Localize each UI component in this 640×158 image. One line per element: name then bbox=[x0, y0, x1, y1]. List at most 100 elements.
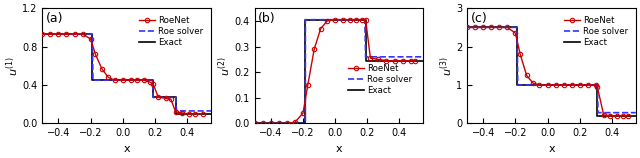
RoeNet bbox=[472, 26, 479, 28]
RoeNet bbox=[543, 84, 551, 86]
Roe solver bbox=[514, 84, 522, 86]
RoeNet bbox=[310, 48, 318, 50]
RoeNet bbox=[92, 53, 99, 55]
RoeNet bbox=[111, 79, 118, 81]
Exact bbox=[301, 19, 308, 21]
RoeNet bbox=[412, 60, 419, 62]
RoeNet bbox=[119, 79, 127, 81]
RoeNet bbox=[332, 19, 339, 21]
RoeNet bbox=[374, 58, 382, 60]
RoeNet bbox=[624, 115, 632, 117]
Roe solver bbox=[362, 56, 369, 58]
Roe solver bbox=[463, 26, 471, 28]
X-axis label: x: x bbox=[124, 144, 130, 154]
Exact bbox=[593, 115, 601, 117]
RoeNet bbox=[612, 115, 620, 117]
Line: Exact: Exact bbox=[42, 34, 211, 114]
RoeNet bbox=[127, 79, 134, 81]
X-axis label: x: x bbox=[336, 144, 342, 154]
RoeNet bbox=[179, 112, 186, 114]
Legend: RoeNet, Roe solver, Exact: RoeNet, Roe solver, Exact bbox=[561, 12, 632, 51]
Roe solver bbox=[251, 122, 259, 124]
RoeNet bbox=[38, 33, 46, 35]
RoeNet bbox=[619, 115, 627, 117]
Exact bbox=[251, 122, 259, 124]
RoeNet bbox=[47, 33, 54, 35]
Roe solver bbox=[593, 84, 601, 86]
RoeNet bbox=[63, 33, 70, 35]
Line: RoeNet: RoeNet bbox=[253, 18, 418, 126]
RoeNet bbox=[479, 26, 487, 28]
RoeNet bbox=[283, 122, 291, 124]
Exact bbox=[88, 79, 96, 81]
Roe solver bbox=[172, 97, 180, 98]
Y-axis label: $u^{(1)}$: $u^{(1)}$ bbox=[4, 56, 20, 76]
Exact bbox=[593, 84, 601, 86]
Roe solver bbox=[301, 19, 309, 21]
Exact bbox=[172, 97, 180, 98]
Roe solver bbox=[513, 26, 521, 28]
RoeNet bbox=[267, 122, 275, 124]
Roe solver bbox=[149, 97, 157, 98]
Line: Exact: Exact bbox=[255, 20, 424, 123]
RoeNet bbox=[367, 57, 374, 59]
RoeNet bbox=[352, 19, 360, 21]
Y-axis label: $u^{(3)}$: $u^{(3)}$ bbox=[438, 56, 454, 76]
RoeNet bbox=[390, 60, 398, 62]
Exact bbox=[513, 84, 521, 86]
Exact bbox=[463, 26, 471, 28]
Exact bbox=[207, 113, 215, 115]
RoeNet bbox=[104, 76, 112, 78]
Roe solver bbox=[88, 33, 96, 35]
Legend: RoeNet, Roe solver, Exact: RoeNet, Roe solver, Exact bbox=[136, 12, 207, 51]
RoeNet bbox=[600, 114, 607, 116]
RoeNet bbox=[463, 26, 471, 28]
Roe solver bbox=[207, 110, 215, 112]
Roe solver bbox=[38, 33, 46, 35]
RoeNet bbox=[98, 68, 106, 70]
RoeNet bbox=[529, 82, 537, 84]
Line: Roe solver: Roe solver bbox=[467, 27, 636, 113]
RoeNet bbox=[185, 113, 193, 115]
RoeNet bbox=[140, 79, 147, 81]
RoeNet bbox=[584, 84, 591, 86]
RoeNet bbox=[606, 115, 614, 117]
Roe solver bbox=[89, 79, 97, 81]
RoeNet bbox=[259, 122, 267, 124]
Exact bbox=[301, 122, 308, 124]
RoeNet bbox=[54, 33, 62, 35]
RoeNet bbox=[523, 74, 531, 76]
Line: Roe solver: Roe solver bbox=[255, 20, 424, 123]
RoeNet bbox=[516, 53, 524, 55]
RoeNet bbox=[70, 33, 78, 35]
RoeNet bbox=[552, 84, 559, 86]
Exact bbox=[38, 33, 46, 35]
RoeNet bbox=[172, 111, 180, 113]
RoeNet bbox=[504, 26, 511, 28]
RoeNet bbox=[488, 26, 495, 28]
RoeNet bbox=[299, 112, 307, 114]
Text: (b): (b) bbox=[258, 12, 276, 25]
Roe solver bbox=[173, 110, 180, 112]
RoeNet bbox=[323, 20, 331, 22]
Legend: RoeNet, Roe solver, Exact: RoeNet, Roe solver, Exact bbox=[345, 61, 416, 99]
Roe solver bbox=[361, 19, 369, 21]
RoeNet bbox=[317, 28, 324, 30]
Exact bbox=[632, 115, 639, 117]
RoeNet bbox=[511, 32, 519, 34]
Text: (c): (c) bbox=[470, 12, 487, 25]
RoeNet bbox=[383, 60, 390, 62]
RoeNet bbox=[191, 113, 199, 115]
Line: Exact: Exact bbox=[467, 27, 636, 116]
RoeNet bbox=[291, 121, 299, 123]
RoeNet bbox=[133, 79, 141, 81]
X-axis label: x: x bbox=[548, 144, 555, 154]
Exact bbox=[513, 26, 521, 28]
RoeNet bbox=[568, 84, 575, 86]
Exact bbox=[362, 60, 369, 62]
RoeNet bbox=[199, 113, 207, 115]
Roe solver bbox=[420, 56, 428, 58]
RoeNet bbox=[275, 122, 283, 124]
RoeNet bbox=[358, 19, 366, 21]
RoeNet bbox=[87, 38, 95, 40]
